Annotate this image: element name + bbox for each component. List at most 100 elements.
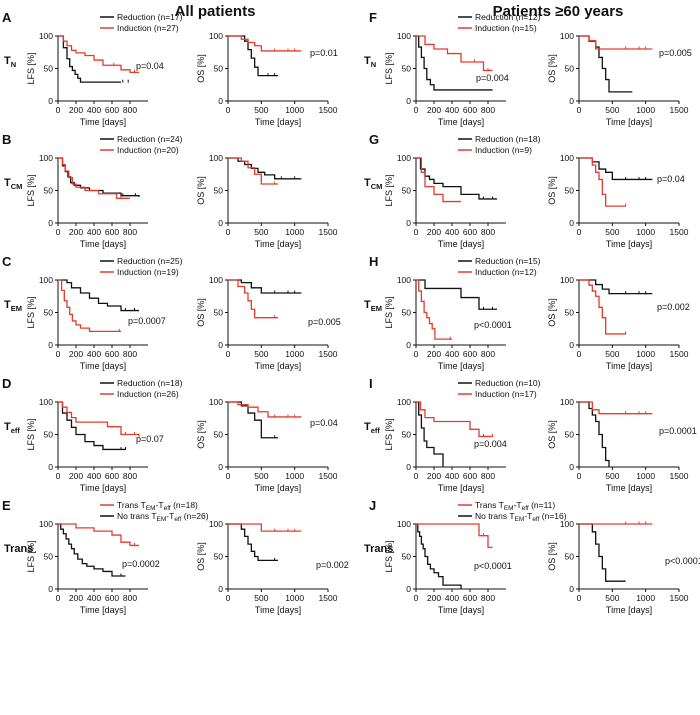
- x-tick-label: 0: [56, 471, 61, 481]
- x-tick-label: 400: [445, 593, 459, 603]
- series-line-reduction: [579, 157, 653, 181]
- y-tick-label: 50: [402, 552, 412, 562]
- row-label-j: Trans: [364, 543, 393, 555]
- y-tick-label: 100: [397, 275, 411, 285]
- x-tick-label: 500: [605, 105, 619, 115]
- y-tick-label: 50: [565, 308, 575, 318]
- x-axis-label: Time [days]: [80, 483, 126, 493]
- series-line-induction: [228, 401, 302, 418]
- y-axis-label: LFS [%]: [26, 418, 36, 450]
- y-tick-label: 50: [44, 430, 54, 440]
- y-tick-label: 100: [560, 397, 574, 407]
- y-tick-label: 0: [48, 96, 53, 106]
- series-line-no-trans: [416, 523, 462, 589]
- x-tick-label: 500: [605, 349, 619, 359]
- x-tick-label: 0: [226, 593, 231, 603]
- p-value: p=0.04: [310, 418, 338, 428]
- x-tick-label: 0: [226, 227, 231, 237]
- series-line-induction: [228, 35, 302, 52]
- x-axis-label: Time [days]: [606, 361, 652, 371]
- series-line-reduction: [579, 35, 633, 93]
- legend-part: -T: [156, 500, 164, 510]
- y-tick-label: 50: [565, 64, 575, 74]
- y-tick-label: 50: [44, 308, 54, 318]
- series-line-no-trans: [228, 523, 278, 562]
- x-tick-label: 0: [414, 105, 419, 115]
- y-tick-label: 100: [209, 519, 223, 529]
- x-tick-label: 400: [87, 227, 101, 237]
- x-tick-label: 800: [123, 349, 137, 359]
- y-tick-label: 50: [214, 186, 224, 196]
- x-tick-label: 600: [105, 349, 119, 359]
- y-axis-label: OS [%]: [196, 420, 206, 449]
- x-tick-label: 800: [481, 593, 495, 603]
- x-tick-label: 0: [226, 471, 231, 481]
- x-tick-label: 400: [445, 471, 459, 481]
- legend: Reduction (n=18)Induction (n=9): [458, 134, 541, 155]
- y-tick-label: 0: [218, 462, 223, 472]
- y-axis-label: LFS [%]: [384, 418, 394, 450]
- panel-letter-b: B: [2, 132, 11, 147]
- row-label-main: Trans: [364, 543, 393, 555]
- x-tick-label: 1500: [670, 227, 689, 237]
- series-line-reduction: [58, 35, 121, 83]
- x-axis-label: Time [days]: [438, 361, 484, 371]
- row-label-d: Teff: [4, 421, 20, 435]
- x-tick-label: 1000: [285, 349, 304, 359]
- x-tick-label: 200: [427, 105, 441, 115]
- row-label-sub: CM: [11, 182, 23, 191]
- row-label-main: T: [364, 299, 371, 311]
- y-axis-label: LFS [%]: [384, 52, 394, 84]
- header-all-patients: All patients: [175, 3, 256, 20]
- x-axis-label: Time [days]: [438, 117, 484, 127]
- x-tick-label: 200: [427, 593, 441, 603]
- legend-part: (n=16): [539, 511, 566, 521]
- row-label-main: T: [4, 299, 11, 311]
- x-tick-label: 600: [105, 105, 119, 115]
- legend-part: (n=18): [171, 500, 198, 510]
- legend-part: (n=26): [181, 511, 208, 521]
- x-tick-label: 800: [481, 105, 495, 115]
- legend-part: EM: [504, 505, 514, 512]
- y-axis-label: LFS [%]: [26, 174, 36, 206]
- x-tick-label: 1500: [319, 349, 338, 359]
- legend-part: EM: [146, 505, 156, 512]
- header-patients-60: Patients ≥60 years: [493, 3, 624, 20]
- x-tick-label: 0: [577, 227, 582, 237]
- x-axis-label: Time [days]: [438, 605, 484, 615]
- y-tick-label: 100: [209, 153, 223, 163]
- y-tick-label: 50: [44, 186, 54, 196]
- y-tick-label: 100: [397, 519, 411, 529]
- y-axis-label: LFS [%]: [384, 296, 394, 328]
- series-line-induction: [416, 401, 493, 438]
- y-tick-label: 0: [406, 218, 411, 228]
- p-value: p=0.0007: [128, 316, 166, 326]
- series-line-reduction: [228, 279, 302, 294]
- x-axis-label: Time [days]: [606, 483, 652, 493]
- legend-part: Trans T: [475, 500, 504, 510]
- legend-entry: Reduction (n=24): [117, 134, 183, 144]
- x-tick-label: 600: [463, 593, 477, 603]
- x-tick-label: 200: [427, 471, 441, 481]
- legend: Reduction (n=18)Induction (n=26): [100, 378, 183, 399]
- y-axis-label: LFS [%]: [26, 296, 36, 328]
- legend-entry: Induction (n=26): [117, 389, 179, 399]
- y-tick-label: 0: [218, 584, 223, 594]
- series-line-induction: [416, 279, 452, 340]
- legend: Reduction (n=10)Induction (n=17): [458, 378, 541, 399]
- series-line-induction: [579, 157, 626, 207]
- legend-entry: Induction (n=15): [475, 23, 537, 33]
- x-tick-label: 800: [481, 349, 495, 359]
- subplot-lfs-c: 0 50 100 0 200 400 600 800 Time [days] LFS [%] p=0…: [26, 256, 183, 371]
- y-tick-label: 50: [402, 308, 412, 318]
- x-tick-label: 600: [463, 349, 477, 359]
